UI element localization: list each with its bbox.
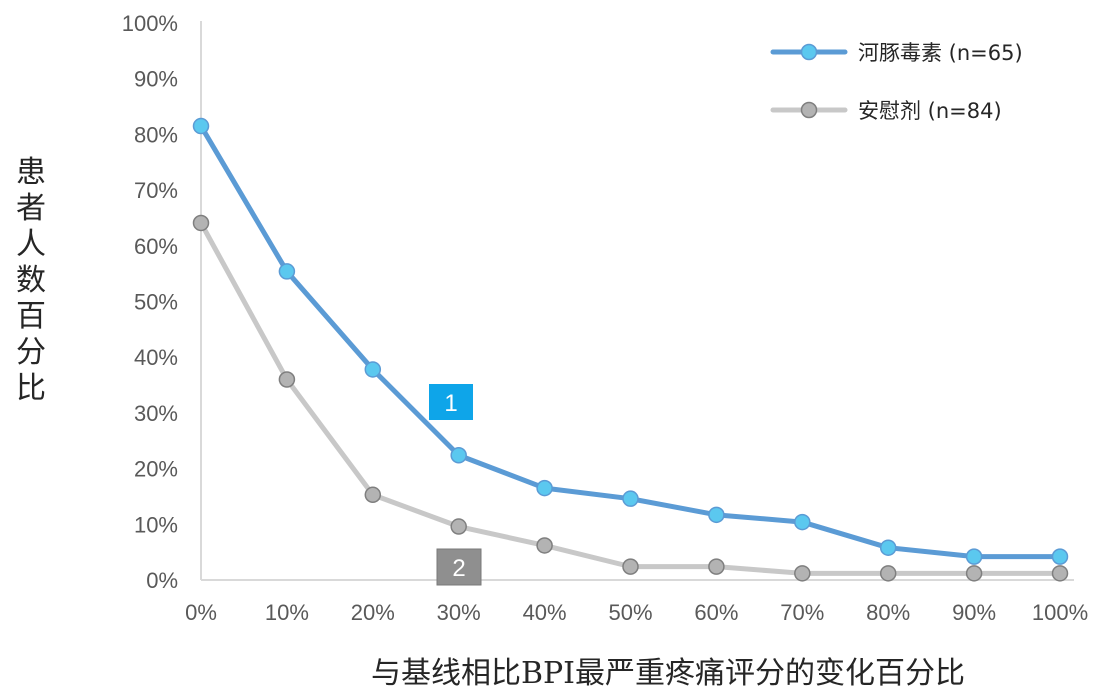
x-tick-label: 80% bbox=[866, 600, 910, 625]
y-tick-label: 0% bbox=[146, 568, 178, 593]
data-point bbox=[1051, 565, 1069, 582]
annotation-badge: 2 bbox=[436, 548, 482, 586]
x-tick-label: 50% bbox=[608, 600, 652, 625]
axes bbox=[200, 21, 1074, 581]
x-tick-label: 0% bbox=[185, 600, 217, 625]
x-tick-label: 30% bbox=[437, 600, 481, 625]
x-tick-label: 60% bbox=[694, 600, 738, 625]
y-tick-label: 100% bbox=[122, 11, 178, 36]
data-point bbox=[794, 513, 811, 531]
badge-label: 1 bbox=[444, 390, 457, 417]
y-axis-label-char: 数 bbox=[16, 263, 46, 298]
x-tick-label: 20% bbox=[351, 600, 395, 625]
data-point bbox=[794, 565, 811, 582]
series-layer bbox=[192, 117, 1069, 582]
data-point bbox=[1051, 548, 1069, 565]
y-tick-label: 40% bbox=[134, 345, 178, 370]
legend-marker bbox=[800, 101, 818, 119]
y-axis-label-char: 百 bbox=[16, 299, 46, 334]
legend-label: 河豚毒素 (n=65) bbox=[858, 41, 1023, 65]
legend-label: 安慰剂 (n=84) bbox=[858, 99, 1002, 123]
badge-box bbox=[436, 548, 482, 586]
data-point bbox=[192, 214, 210, 232]
y-axis-label-char: 人 bbox=[16, 227, 46, 262]
y-tick-label: 80% bbox=[134, 122, 178, 147]
data-point bbox=[278, 263, 296, 280]
data-point bbox=[622, 490, 639, 507]
x-tick-label: 100% bbox=[1032, 600, 1088, 625]
data-point bbox=[708, 506, 725, 524]
x-tick-label: 90% bbox=[952, 600, 996, 625]
y-axis-label-char: 者 bbox=[16, 191, 46, 226]
y-tick-labels: 0% 10% 20% 30% 40% 50% 60% 70% 80% 90% 100% bbox=[122, 11, 178, 593]
data-point bbox=[364, 486, 382, 504]
data-point bbox=[965, 548, 983, 565]
series-0 bbox=[192, 117, 1069, 565]
y-tick-label: 30% bbox=[134, 401, 178, 426]
legend-item: 河豚毒素 (n=65) bbox=[770, 41, 1023, 65]
y-axis-label-char: 分 bbox=[16, 335, 46, 370]
legend-marker bbox=[800, 43, 818, 61]
data-point bbox=[965, 565, 983, 582]
y-tick-label: 90% bbox=[134, 67, 178, 92]
data-point bbox=[879, 539, 897, 556]
data-point bbox=[278, 371, 296, 388]
data-point bbox=[450, 518, 467, 535]
data-point bbox=[536, 479, 553, 497]
x-tick-label: 10% bbox=[265, 600, 309, 625]
data-point bbox=[192, 117, 210, 135]
x-tick-label: 70% bbox=[780, 600, 824, 625]
y-axis-label-char: 患 bbox=[16, 155, 46, 190]
y-tick-label: 50% bbox=[134, 290, 178, 315]
data-point bbox=[879, 565, 897, 582]
data-point bbox=[708, 558, 725, 575]
badge-box bbox=[429, 384, 473, 420]
y-tick-label: 20% bbox=[134, 457, 178, 482]
x-axis-label: 与基线相比BPI最严重疼痛评分的变化百分比 bbox=[371, 656, 965, 691]
legend-item: 安慰剂 (n=84) bbox=[770, 99, 1002, 123]
legend: 河豚毒素 (n=65) 安慰剂 (n=84) bbox=[770, 41, 1023, 123]
x-tick-label: 40% bbox=[523, 600, 567, 625]
data-point bbox=[622, 558, 639, 575]
series-1 bbox=[192, 214, 1069, 582]
y-axis-label-char: 比 bbox=[16, 371, 46, 406]
data-point bbox=[536, 537, 553, 554]
y-tick-label: 60% bbox=[134, 234, 178, 259]
badge-label: 2 bbox=[452, 555, 465, 582]
y-tick-label: 10% bbox=[134, 512, 178, 537]
series-line bbox=[198, 220, 1063, 576]
annotation-badge: 1 bbox=[429, 384, 473, 420]
x-tick-labels: 0% 10% 20% 30% 40% 50% 60% 70% 80% 90% 100% bbox=[185, 600, 1088, 625]
data-point bbox=[450, 446, 467, 464]
annotations: 12 bbox=[429, 384, 482, 586]
data-point bbox=[364, 361, 382, 378]
y-tick-label: 70% bbox=[134, 178, 178, 203]
